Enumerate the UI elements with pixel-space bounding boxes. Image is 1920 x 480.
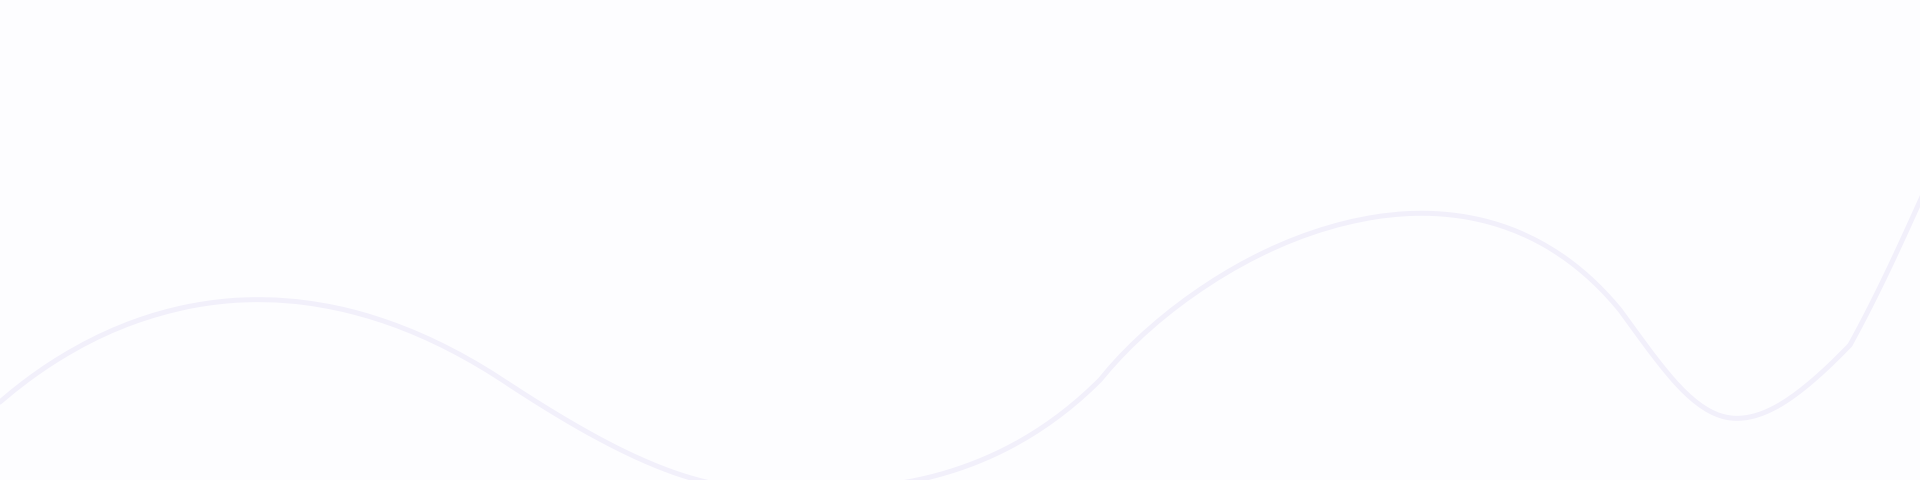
page-background	[0, 194, 1920, 480]
wave-line-decoration	[0, 194, 1920, 480]
wave-line	[0, 194, 1920, 480]
